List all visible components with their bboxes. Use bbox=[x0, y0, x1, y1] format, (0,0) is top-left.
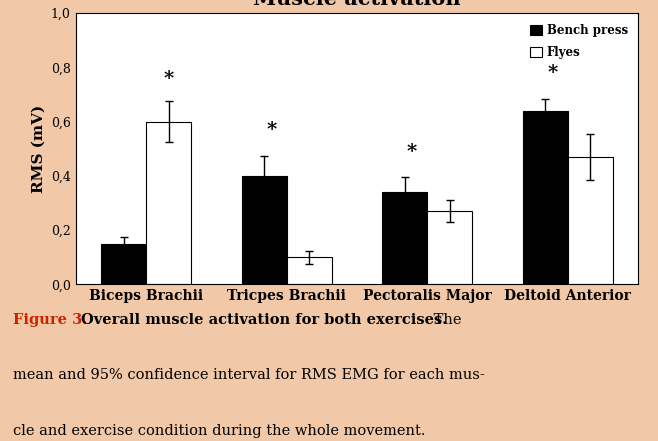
Text: Figure 3.: Figure 3. bbox=[13, 313, 88, 327]
Bar bbox=[101, 244, 146, 284]
Bar bbox=[287, 258, 332, 284]
Bar bbox=[241, 176, 287, 284]
Text: The: The bbox=[429, 313, 461, 327]
Text: *: * bbox=[164, 70, 174, 88]
Legend: Bench press, Flyes: Bench press, Flyes bbox=[525, 19, 632, 64]
Bar bbox=[522, 111, 568, 284]
Text: *: * bbox=[266, 121, 276, 139]
Bar bbox=[146, 122, 191, 284]
Y-axis label: RMS (mV): RMS (mV) bbox=[32, 105, 45, 193]
Text: Overall muscle activation for both exercises.: Overall muscle activation for both exerc… bbox=[81, 313, 447, 327]
Text: mean and 95% confidence interval for RMS EMG for each mus-: mean and 95% confidence interval for RMS… bbox=[13, 368, 485, 382]
Bar bbox=[568, 157, 613, 284]
Text: *: * bbox=[547, 64, 557, 82]
Bar bbox=[427, 211, 472, 284]
Title: Muscle activation: Muscle activation bbox=[253, 0, 461, 9]
Bar bbox=[382, 192, 427, 284]
Text: *: * bbox=[407, 143, 417, 161]
Text: cle and exercise condition during the whole movement.: cle and exercise condition during the wh… bbox=[13, 423, 426, 437]
